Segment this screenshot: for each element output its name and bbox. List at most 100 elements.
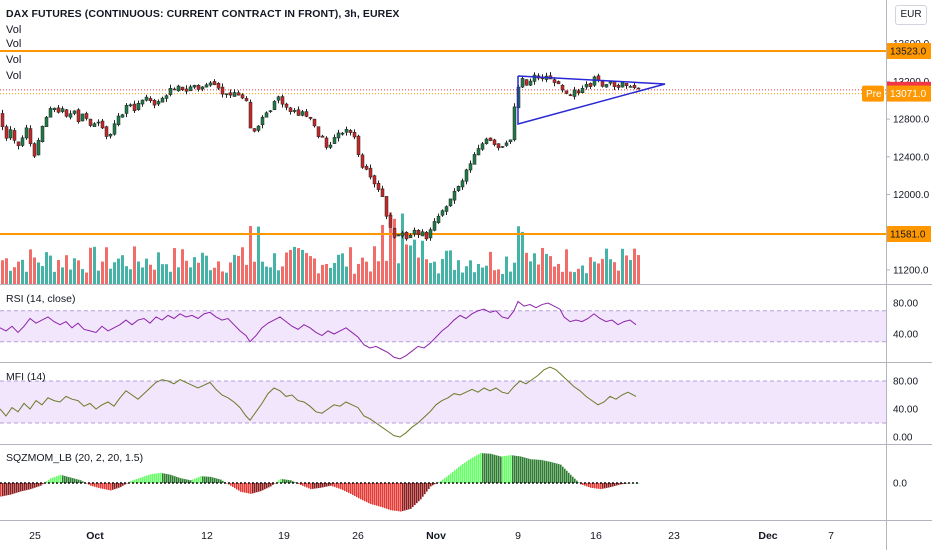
volume-bar [229,262,232,284]
volume-bar [69,269,72,284]
squeeze-bar [438,482,440,483]
squeeze-bar [396,483,398,512]
volume-bar [477,264,480,284]
squeeze-bar [350,483,352,494]
squeeze-bar [626,483,628,484]
squeeze-bar [616,483,618,486]
volume-legend-1: Vol [6,24,22,36]
squeeze-bar [200,476,202,483]
volume-bar [445,250,448,284]
currency-button[interactable]: EUR [895,5,927,25]
x-tick-label: Oct [86,530,104,542]
squeeze-bar [112,483,114,490]
volume-bar [521,231,524,284]
squeeze-bar [208,476,210,483]
volume-bar [193,257,196,284]
candle-body [120,114,125,118]
volume-bar [381,224,384,284]
squeeze-bar [534,459,536,483]
volume-bar [501,273,504,284]
squeeze-bar [88,483,90,485]
candle-body [68,113,73,118]
squeeze-bar [184,479,186,483]
squeeze-bar [360,483,362,500]
squeeze-bar [502,456,504,483]
volume-bar [113,262,116,284]
squeeze-bar [86,483,88,484]
squeeze-bar [560,464,562,483]
volume-bar [205,255,208,284]
squeeze-bar [486,453,488,483]
candle-body [352,132,357,138]
squeeze-bar [366,483,368,503]
squeeze-bar [52,477,54,483]
squeeze-bar [74,478,76,483]
squeeze-bar [530,459,532,483]
squeeze-bar [506,455,508,483]
volume-bar [117,258,120,284]
x-tick-label: 12 [201,530,213,542]
squeeze-bar [62,475,64,483]
squeeze-bar [234,483,236,489]
squeeze-bar [418,483,420,502]
squeeze-bar [428,483,430,489]
candle-body [72,110,77,114]
squeeze-bar [532,459,534,483]
squeeze-bar [454,470,456,483]
squeeze-bar [584,483,586,486]
squeeze-bar [368,483,370,504]
volume-bar [401,213,404,284]
candle-body [252,128,257,132]
candle-body [112,123,117,135]
squeeze-bar [188,479,190,483]
squeeze-bar [470,458,472,483]
squeeze-bar [638,483,640,484]
squeeze-bar [252,483,254,494]
candle-body [244,98,249,102]
volume-bar [609,259,612,284]
candle-body [108,133,113,137]
squeeze-bar [76,479,78,483]
volume-bar [481,267,484,284]
candle-body [612,81,617,87]
squeeze-bar [58,475,60,483]
squeeze-bar [148,474,150,483]
squeeze-bar [328,483,330,487]
squeeze-bar [432,483,434,486]
volume-bar [325,263,328,284]
squeeze-bar [494,454,496,483]
volume-bar [285,252,288,284]
squeeze-bar [134,479,136,483]
squeeze-bar [380,483,382,507]
squeeze-bar [412,483,414,507]
volume-bar [537,264,540,284]
squeeze-bar [174,476,176,483]
volume-bar [409,245,412,284]
volume-bar [485,265,488,284]
x-tick-label: 7 [828,530,834,542]
volume-bar [637,255,640,284]
volume-bar [261,261,264,284]
volume-bar [365,261,368,284]
volume-bar [245,264,248,284]
squeeze-bar [514,455,516,483]
volume-bar [577,268,580,284]
volume-bar [425,259,428,284]
squeeze-bar [490,453,492,483]
volume-bar [517,226,520,284]
x-tick-label: 9 [515,530,521,542]
candle-body [588,83,593,87]
candle-body [224,93,229,95]
candle-body [316,126,321,137]
squeeze-bar [254,483,256,493]
volume-bar [257,226,260,284]
squeeze-bar [182,478,184,483]
volume-bar [461,272,464,284]
squeeze-bar [286,479,288,483]
volume-bar [293,246,296,284]
squeeze-bar [504,455,506,483]
volume-bar [429,262,432,284]
volume-bar [597,263,600,284]
candle-body [80,113,85,122]
squeeze-bar [612,483,614,487]
